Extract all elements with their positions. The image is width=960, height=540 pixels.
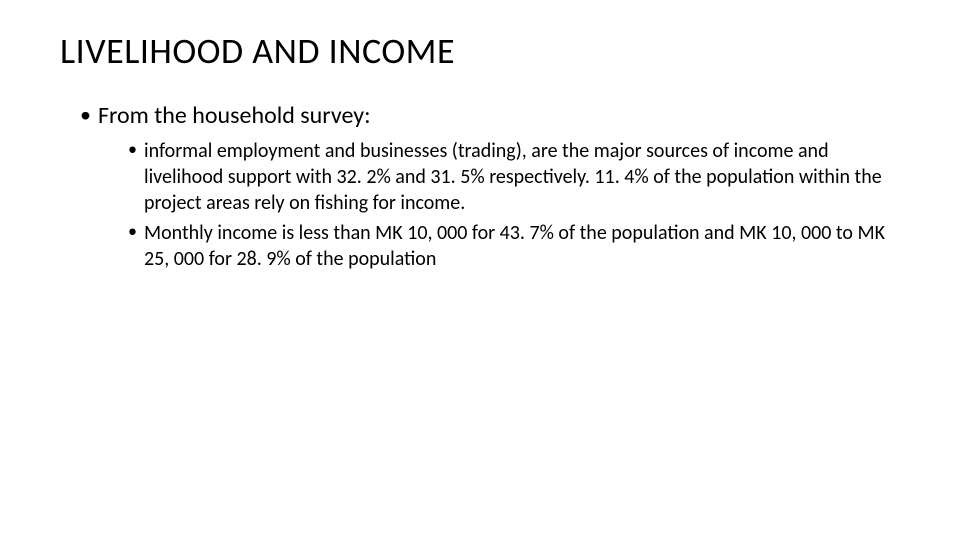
bullet-list-level1: From the household survey: informal empl… xyxy=(60,100,900,272)
list-item: informal employment and businesses (trad… xyxy=(128,138,900,216)
bullet-text: From the household survey: xyxy=(98,101,371,130)
list-item: Monthly income is less than MK 10, 000 f… xyxy=(128,220,900,272)
list-item: From the household survey: informal empl… xyxy=(80,100,900,272)
slide-container: LIVELIHOOD AND INCOME From the household… xyxy=(0,0,960,540)
slide-title: LIVELIHOOD AND INCOME xyxy=(60,32,900,72)
bullet-list-level2: informal employment and businesses (trad… xyxy=(98,138,900,272)
bullet-text: Monthly income is less than MK 10, 000 f… xyxy=(144,221,885,271)
bullet-text: informal employment and businesses (trad… xyxy=(144,139,882,215)
